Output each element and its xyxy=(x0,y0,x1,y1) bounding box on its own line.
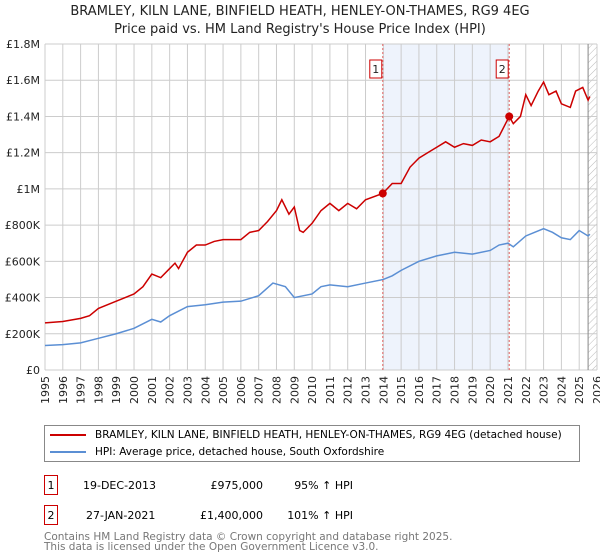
x-tick-label: 2014 xyxy=(377,376,390,404)
x-tick-label: 2001 xyxy=(146,376,159,404)
legend-label: BRAMLEY, KILN LANE, BINFIELD HEATH, HENL… xyxy=(95,429,562,441)
y-tick-label: £1M xyxy=(17,183,41,196)
x-tick-label: 2023 xyxy=(538,376,551,404)
x-tick-label: 2020 xyxy=(484,376,497,404)
x-tick-label: 2002 xyxy=(164,376,177,404)
sale-point xyxy=(378,189,387,198)
legend-item-property: BRAMLEY, KILN LANE, BINFIELD HEATH, HENL… xyxy=(50,429,562,441)
sale-hpi: 95% ↑ HPI xyxy=(294,478,353,492)
x-tick-label: 2004 xyxy=(199,376,212,404)
x-tick-label: 2005 xyxy=(217,376,230,404)
sale-row: 1 19-DEC-2013 £975,000 95% ↑ HPI xyxy=(44,475,353,495)
legend-label: HPI: Average price, detached house, Sout… xyxy=(95,446,385,458)
sale-price: £1,400,000 xyxy=(200,508,263,522)
sale-date: 19-DEC-2013 xyxy=(83,478,157,492)
x-tick-label: 2015 xyxy=(395,376,408,404)
forecast-hatch xyxy=(588,44,597,370)
x-tick-label: 1995 xyxy=(39,376,52,404)
y-tick-label: £800K xyxy=(5,219,41,232)
x-tick-label: 1999 xyxy=(110,376,123,404)
x-tick-label: 2021 xyxy=(502,376,515,404)
sale-label: 2 xyxy=(499,63,506,76)
x-tick-label: 2003 xyxy=(181,376,194,404)
sale-point xyxy=(505,112,514,121)
x-tick-label: 2018 xyxy=(449,376,462,404)
y-tick-label: £400K xyxy=(5,292,41,305)
legend: BRAMLEY, KILN LANE, BINFIELD HEATH, HENL… xyxy=(44,425,580,462)
footer-line: Contains HM Land Registry data © Crown c… xyxy=(44,531,453,543)
y-tick-label: £200K xyxy=(5,328,41,341)
x-tick-label: 2026 xyxy=(591,376,600,404)
y-tick-label: £1.4M xyxy=(6,110,40,123)
chart-title: BRAMLEY, KILN LANE, BINFIELD HEATH, HENL… xyxy=(70,4,530,19)
x-tick-label: 2025 xyxy=(573,376,586,404)
legend-swatch xyxy=(50,434,86,436)
x-tick-label: 2007 xyxy=(253,376,266,404)
x-tick-label: 2009 xyxy=(288,376,301,404)
ownership-band xyxy=(382,44,510,370)
x-tick-label: 2013 xyxy=(360,376,373,404)
legend-swatch xyxy=(50,451,86,453)
y-tick-label: £600K xyxy=(5,255,41,268)
x-tick-label: 2010 xyxy=(306,376,319,404)
x-tick-label: 2016 xyxy=(413,376,426,404)
x-tick-label: 2022 xyxy=(520,376,533,404)
sale-marker-box: 2 xyxy=(44,505,58,525)
x-tick-label: 2000 xyxy=(128,376,141,404)
sale-hpi: 101% ↑ HPI xyxy=(287,508,353,522)
x-tick-label: 1997 xyxy=(75,376,88,404)
sale-price: £975,000 xyxy=(210,478,264,492)
property-price-line xyxy=(44,80,591,324)
y-tick-label: £1.8M xyxy=(6,38,40,51)
footer: Contains HM Land Registry data © Crown c… xyxy=(44,531,453,553)
plot-area: 1995 1996 1997 1998 1999 2000 2001 2002 2003 2004… xyxy=(5,38,600,404)
x-tick-label: 2008 xyxy=(270,376,283,404)
hpi-line xyxy=(44,227,591,347)
y-tick-label: £1.2M xyxy=(6,147,40,160)
sale-row: 2 27-JAN-2021 £1,400,000 101% ↑ HPI xyxy=(44,505,353,525)
x-tick-label: 2006 xyxy=(235,376,248,404)
sale-label-box xyxy=(495,59,509,79)
footer-line: This data is licensed under the Open Gov… xyxy=(44,541,379,553)
x-tick-label: 2017 xyxy=(431,376,444,404)
sale-date: 27-JAN-2021 xyxy=(86,508,156,522)
sale-label: 1 xyxy=(372,63,379,76)
sale-label-box xyxy=(369,59,383,79)
x-tick-label: 2012 xyxy=(342,376,355,404)
x-tick-label: 1996 xyxy=(57,376,70,404)
sale-marker-box: 1 xyxy=(44,475,58,495)
legend-item-hpi: HPI: Average price, detached house, Sout… xyxy=(50,446,384,458)
x-tick-label: 2011 xyxy=(324,376,337,404)
y-tick-label: £0 xyxy=(26,364,40,377)
chart-subtitle: Price paid vs. HM Land Registry's House … xyxy=(114,22,486,37)
y-tick-label: £1.6M xyxy=(6,74,40,87)
x-tick-label: 1998 xyxy=(92,376,105,404)
x-tick-label: 2024 xyxy=(555,376,568,404)
x-tick-label: 2019 xyxy=(466,376,479,404)
